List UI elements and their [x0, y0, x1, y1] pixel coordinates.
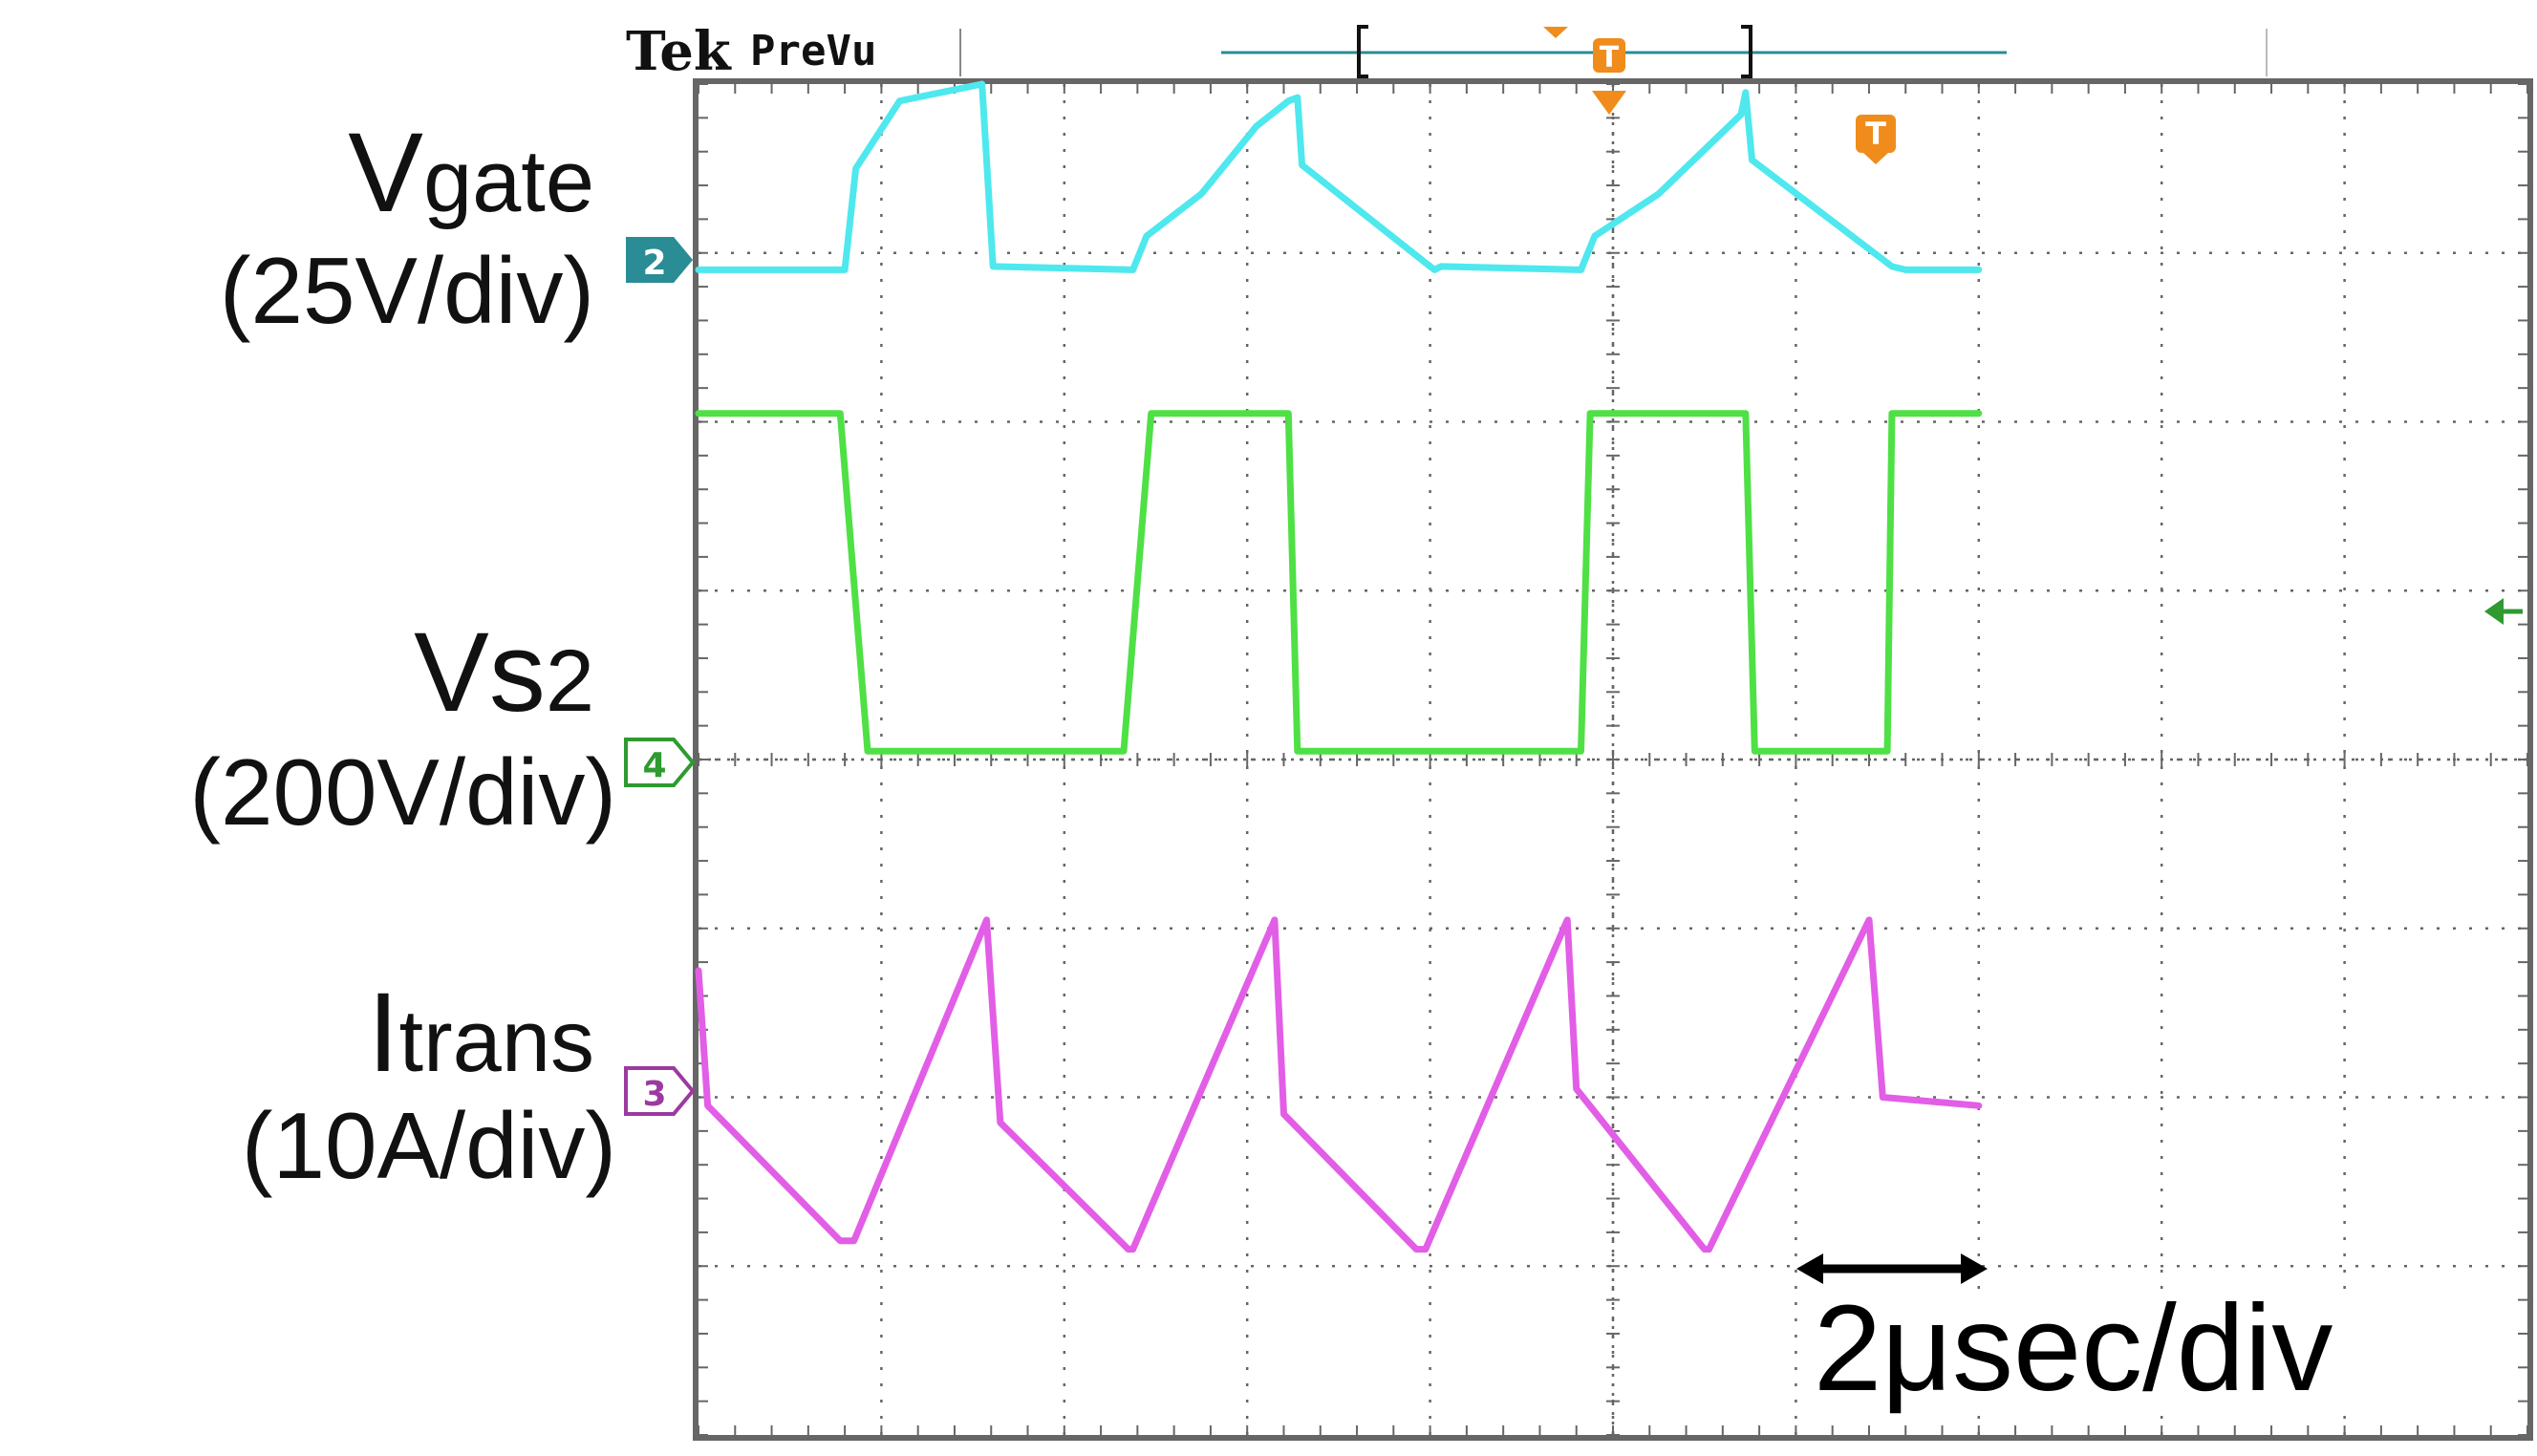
channel-4-number: 4 — [642, 746, 666, 785]
trace-itrans — [695, 916, 1983, 1253]
channel-3-marker: 3 — [624, 1066, 696, 1116]
channel-2-marker: 2 — [626, 237, 693, 283]
graticule — [698, 83, 2528, 1436]
vgate-label-main: V — [348, 110, 423, 236]
record-bracket-right — [1741, 25, 1752, 78]
itrans-label-main: I — [367, 970, 399, 1096]
ch4-side-arrow — [2484, 598, 2504, 625]
vs2-label: Vs2 — [414, 616, 594, 729]
trigger-level-symbol: T — [1865, 116, 1886, 152]
trigger-level-marker: T — [1856, 115, 1896, 164]
record-bracket-left — [1357, 25, 1368, 78]
vgate-scale-label: (25V/div) — [219, 238, 594, 343]
vs2-scale-label: (200V/div) — [189, 739, 616, 845]
channel-3-number: 3 — [642, 1075, 666, 1114]
record-trigger-pointer — [1543, 27, 1568, 38]
vs2-label-sub: 2 — [545, 632, 594, 730]
trace-layer — [695, 80, 1983, 1253]
timebase-arrow — [1796, 1253, 1988, 1284]
brand-label: Tek — [626, 20, 732, 83]
trigger-position-symbol: T — [1600, 41, 1620, 75]
trace-vgate — [695, 80, 1983, 273]
vgate-label-sub: gate — [422, 133, 594, 230]
itrans-label: Itrans — [368, 976, 594, 1089]
mode-label: PreVu — [750, 27, 876, 75]
timebase-label-background — [1811, 1290, 2499, 1414]
trace-vs2 — [695, 410, 1983, 755]
channel-2-number: 2 — [642, 244, 666, 283]
itrans-scale-label: (10A/div) — [241, 1093, 616, 1198]
vs2-label-main: Vs — [414, 610, 546, 736]
trigger-position-marker: T — [1592, 38, 1626, 115]
channel-4-marker: 4 — [624, 738, 696, 787]
vgate-label: Vgate — [348, 117, 594, 229]
timebase-label: 2μsec/div — [1814, 1280, 2333, 1417]
itrans-label-sub: trans — [398, 993, 594, 1090]
